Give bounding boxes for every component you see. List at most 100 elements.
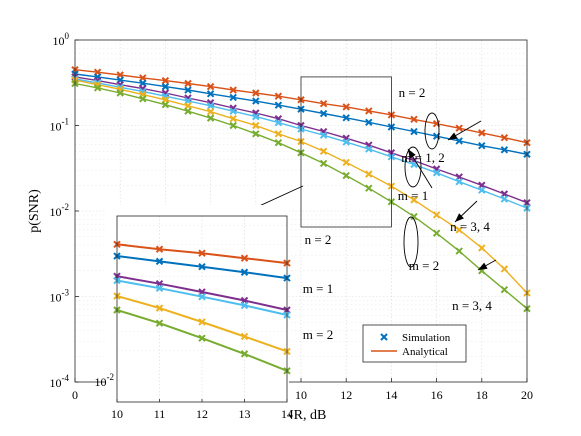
legend: Simulation Analytical (362, 324, 467, 363)
series-1-point (410, 115, 418, 124)
inset-label: m = 1 (303, 281, 333, 296)
series-6-point (319, 159, 328, 168)
series-4-point (206, 102, 215, 110)
series-6-point (116, 89, 124, 97)
legend-entry: Simulation (380, 332, 451, 344)
inset-series-1-point (155, 245, 164, 253)
series-1-point (206, 82, 215, 91)
inset-series-1 (113, 240, 291, 267)
x-tick-label: 12 (340, 388, 352, 402)
x-tick-label: 20 (521, 388, 533, 402)
series-2-point (365, 118, 373, 127)
inset-background (105, 205, 289, 430)
series-2-point (500, 146, 509, 154)
inset-x-tick-label: 12 (196, 407, 208, 421)
series-2-point (342, 114, 350, 122)
annotation-label: m = 1 (398, 188, 428, 203)
inset-series-6-point (155, 319, 164, 327)
series-1-point (161, 76, 170, 85)
series-6-point (274, 138, 283, 147)
series-2-point (274, 101, 283, 109)
inset-series-4-point (155, 284, 164, 292)
y-tick-label: 100 (53, 31, 70, 48)
series-4-point (365, 145, 373, 153)
zoom-box (300, 76, 392, 228)
series-5-point (252, 121, 260, 130)
series-6-point (206, 114, 215, 122)
series-5-point (229, 115, 237, 123)
series-5-point (500, 265, 509, 273)
series-5-point (478, 244, 486, 252)
x-tick-label: 16 (431, 388, 443, 402)
legend-entry: Analytical (371, 346, 448, 358)
legend-box (362, 324, 467, 363)
y-tick-label: 10-4 (50, 373, 70, 390)
inset-x-tick-label: 10 (111, 407, 123, 421)
series-4-point (432, 169, 441, 177)
series-1-point (342, 103, 350, 111)
series-2-point (410, 127, 418, 136)
inset-series-4-point (240, 301, 249, 310)
series-6-point (342, 171, 350, 180)
inset-series-1-point (198, 249, 206, 257)
inset-label: m = 2 (303, 327, 333, 342)
inset-x-tick-label: 11 (154, 407, 166, 421)
series-6-point (139, 95, 147, 103)
y-tick-label: 10-2 (50, 202, 70, 219)
inset-series-4-point (198, 293, 206, 301)
inset-series-5-point (155, 304, 164, 312)
series-1-point (319, 99, 328, 108)
series-5-point (410, 196, 418, 204)
series-6-point (93, 84, 102, 92)
inset-plot: 10 11 12 13 14 10-2 n = 2 m = 1 m = 2 (95, 205, 333, 430)
y-tick-label: 10-3 (50, 288, 70, 305)
series-6-point (432, 229, 441, 237)
series-6-point (229, 121, 237, 130)
series-2-point (229, 93, 237, 102)
series-4-point (319, 131, 328, 139)
series-5-point (455, 226, 463, 234)
ellipse-n2 (424, 112, 440, 150)
inset-series-2-point (198, 262, 206, 271)
series-1-point (274, 92, 283, 100)
y-tick-label: 10-1 (50, 117, 70, 134)
inset-series-6-point (198, 334, 206, 342)
x-tick-label: 10 (295, 388, 307, 402)
series-2-point (252, 97, 260, 105)
inset-y-tick-label: 10-2 (95, 372, 115, 389)
series-1-point (478, 129, 486, 137)
series-4-point (274, 118, 283, 127)
inset-series-5-point (240, 332, 249, 341)
series-6-point (500, 286, 509, 294)
annotation-label: m = 2 (409, 258, 439, 273)
x-tick-label: 18 (476, 388, 488, 402)
inset-label: n = 2 (305, 232, 332, 247)
x-tick-label: 14 (385, 388, 397, 402)
legend-label: Simulation (402, 332, 451, 344)
series-6-point (365, 184, 373, 192)
series-5-point (206, 107, 215, 116)
y-axis-title: p(SNR) (27, 189, 42, 233)
series-2-point (206, 90, 215, 98)
series-2-point (184, 86, 192, 94)
series-6-point (410, 212, 418, 221)
annotations: n = 2m = 1, 2m = 1n = 3, 4m = 2n = 3, 4 (234, 85, 497, 313)
series-5-point (432, 211, 441, 219)
ellipse-m2 (403, 216, 419, 268)
series-6-point (161, 101, 170, 109)
series-5-point (274, 130, 283, 138)
inset-x-tick-label: 13 (239, 407, 251, 421)
legend-marker (380, 333, 388, 341)
series-4-point (478, 186, 486, 194)
arrow-n2 (447, 120, 482, 141)
series-1-point (252, 89, 260, 97)
series-4-point (500, 195, 509, 203)
legend-label: Analytical (402, 346, 448, 358)
ellipse-m1 (404, 146, 422, 188)
series-1-point (500, 133, 509, 142)
series-1-point (455, 124, 463, 132)
series-1-point (184, 79, 192, 88)
inset-series-5-point (198, 318, 206, 326)
inset-series-2-point (240, 268, 249, 276)
